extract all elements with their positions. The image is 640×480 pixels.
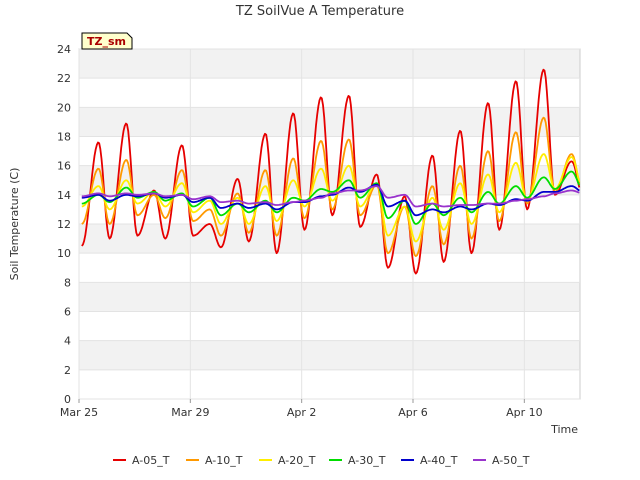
y-tick-label: 8: [64, 276, 71, 289]
y-tick-label: 4: [64, 335, 71, 348]
x-tick-label: Apr 6: [398, 406, 428, 419]
legend-label: A-40_T: [420, 454, 458, 467]
legend-label: A-20_T: [278, 454, 316, 467]
station-badge-box: [81, 32, 133, 50]
y-tick-label: 12: [57, 218, 71, 231]
y-tick-label: 22: [57, 72, 71, 85]
legend-label: A-30_T: [348, 454, 386, 467]
station-badge-text: TZ_sm: [87, 35, 126, 48]
x-tick-label: Mar 29: [171, 406, 209, 419]
y-tick-label: 20: [57, 101, 71, 114]
grid-band: [79, 49, 580, 79]
y-tick-label: 14: [57, 189, 71, 202]
grid-band: [79, 282, 580, 312]
series-line-A-40_T: [81, 183, 580, 217]
y-tick-label: 16: [57, 160, 71, 173]
series-line-A-30_T: [81, 170, 581, 225]
series-line-A-50_T: [81, 185, 580, 208]
x-axis-ticks: Mar 25 Mar 29 Apr 2 Apr 6 Apr 10: [60, 49, 543, 419]
y-tick-label: 2: [64, 364, 71, 377]
y-tick-label: 0: [64, 393, 71, 406]
series-line-A-10_T: [81, 116, 581, 257]
x-tick-label: Apr 10: [506, 406, 543, 419]
grid-band: [79, 340, 580, 370]
legend-label: A-10_T: [205, 454, 243, 467]
station-badge: TZ_sm: [81, 32, 133, 50]
series-lines: [81, 68, 581, 275]
x-tick-label: Apr 2: [287, 406, 317, 419]
legend-label: A-50_T: [492, 454, 530, 467]
grid-band: [79, 224, 580, 254]
y-axis-label: Soil Temperature (C): [8, 168, 21, 281]
y-tick-label: 6: [64, 306, 71, 319]
grid-band: [79, 107, 580, 137]
legend-label: A-05_T: [132, 454, 170, 467]
y-tick-label: 18: [57, 131, 71, 144]
y-tick-label: 10: [57, 247, 71, 260]
y-tick-label: 24: [57, 43, 71, 56]
legend: A-05_T A-10_T A-20_T A-30_T A-40_T A-50_T: [113, 454, 530, 467]
series-line-A-20_T: [81, 153, 581, 243]
x-tick-label: Mar 25: [60, 406, 98, 419]
x-axis-label: Time: [550, 423, 578, 436]
chart-title: TZ SoilVue A Temperature: [235, 4, 404, 19]
